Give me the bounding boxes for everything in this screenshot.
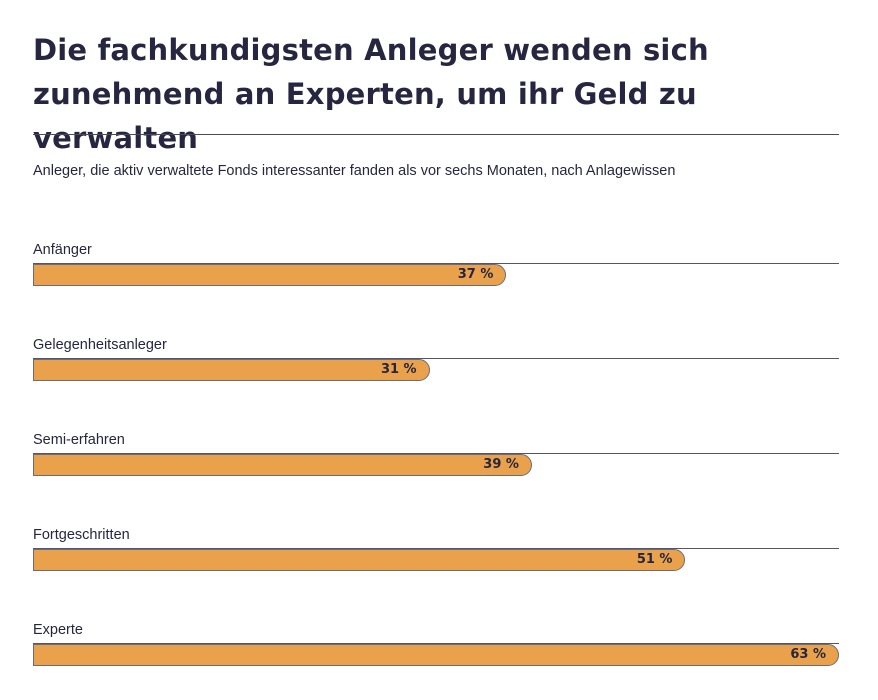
chart-title: Die fachkundigsten Anleger wenden sich z…	[33, 33, 709, 155]
bar: 37 %	[33, 264, 507, 286]
bar-baseline	[33, 263, 839, 264]
bar-baseline	[33, 643, 839, 644]
category-label: Experte	[33, 622, 83, 638]
title-divider	[33, 134, 839, 135]
bar: 51 %	[33, 549, 686, 571]
bar-row: Fortgeschritten 51 %	[33, 527, 839, 587]
bar-value-label: 31 %	[380, 362, 417, 377]
bar-value-label: 63 %	[790, 647, 826, 662]
bar: 63 %	[33, 644, 839, 666]
bar-value-label: 39 %	[483, 457, 519, 472]
category-label: Anfänger	[33, 242, 92, 258]
chart-subtitle: Anleger, die aktiv verwaltete Fonds inte…	[33, 163, 676, 179]
category-label: Fortgeschritten	[33, 527, 130, 543]
bar-baseline	[33, 453, 839, 454]
bar-value-label: 51 %	[636, 552, 673, 567]
category-label: Semi-erfahren	[33, 432, 125, 448]
category-label: Gelegenheitsanleger	[33, 337, 167, 353]
bar-baseline	[33, 548, 839, 549]
bar-row: Gelegenheitsanleger 31 %	[33, 337, 839, 397]
bar-row: Semi-erfahren 39 %	[33, 432, 839, 492]
bar: 39 %	[33, 454, 532, 476]
bar-row: Experte 63 %	[33, 622, 839, 682]
bar: 31 %	[33, 359, 430, 381]
bar-row: Anfänger 37 %	[33, 242, 839, 302]
bar-baseline	[33, 358, 839, 359]
bar-value-label: 37 %	[457, 267, 494, 282]
